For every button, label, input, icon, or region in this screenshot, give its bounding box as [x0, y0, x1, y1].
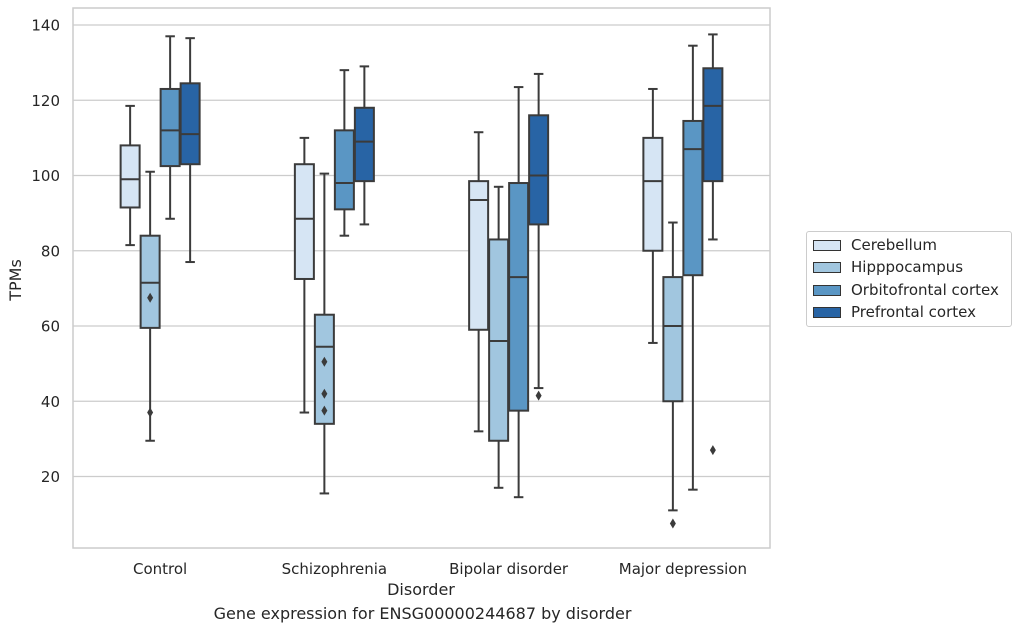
x-tick-label: Bipolar disorder [449, 560, 569, 578]
x-axis-label: Disorder [387, 580, 455, 599]
box-prefrontal-cortex-schizophrenia [353, 65, 375, 226]
box-orbitofrontal-cortex-bipolar-disorder [508, 86, 530, 499]
y-tick-label: 40 [41, 393, 60, 411]
outlier-point [321, 356, 328, 367]
x-tick-label: Control [133, 560, 187, 578]
box-iqr [508, 182, 530, 412]
outlier-point [321, 405, 328, 416]
outlier-point [669, 518, 676, 529]
legend-swatch-cerebellum [813, 239, 841, 251]
chart-caption: Gene expression for ENSG00000244687 by d… [213, 604, 632, 623]
y-tick-label: 140 [31, 17, 60, 35]
legend-label-orbitofrontal-cortex: Orbitofrontal cortex [851, 281, 999, 299]
outlier-point [709, 445, 716, 456]
box-iqr [119, 144, 141, 209]
legend-item-cerebellum: Cerebellum [813, 235, 937, 255]
outlier-point [535, 390, 542, 401]
box-iqr [468, 180, 490, 331]
box-orbitofrontal-cortex-control [159, 35, 181, 220]
legend-item-prefrontal-cortex: Prefrontal cortex [813, 302, 976, 322]
box-prefrontal-cortex-bipolar-disorder [528, 72, 550, 401]
legend-swatch-prefrontal-cortex [813, 306, 841, 318]
box-iqr [353, 106, 375, 183]
y-axis-label: TPMs [6, 259, 25, 302]
box-hipppocampus-control [139, 170, 161, 442]
y-tick-label: 100 [31, 167, 60, 185]
y-tick-label: 80 [41, 242, 60, 260]
box-prefrontal-cortex-control [179, 37, 201, 264]
legend: Cerebellum Hipppocampus Orbitofrontal co… [806, 231, 1012, 327]
legend-label-hippocampus: Hipppocampus [851, 258, 964, 276]
box-hipppocampus-major-depression [662, 221, 684, 529]
legend-item-orbitofrontal-cortex: Orbitofrontal cortex [813, 280, 999, 300]
x-tick-label: Schizophrenia [282, 560, 387, 578]
outlier-point [147, 407, 154, 418]
box-orbitofrontal-cortex-schizophrenia [333, 69, 355, 237]
box-cerebellum-major-depression [642, 87, 664, 344]
box-iqr [333, 129, 355, 211]
outlier-point [147, 292, 154, 303]
box-iqr [159, 87, 181, 168]
box-iqr [662, 276, 684, 403]
box-hipppocampus-schizophrenia [313, 172, 335, 495]
box-iqr [293, 163, 315, 280]
legend-swatch-hippocampus [813, 261, 841, 273]
y-tick-labels: 20 40 60 80 100 120 140 [31, 17, 60, 487]
legend-item-hippocampus: Hipppocampus [813, 257, 963, 277]
box-cerebellum-control [119, 104, 141, 247]
box-orbitofrontal-cortex-major-depression [682, 44, 704, 491]
legend-swatch-orbitofrontal-cortex [813, 284, 841, 296]
box-iqr [313, 313, 335, 425]
box-iqr [528, 114, 550, 226]
box-iqr [642, 136, 664, 252]
legend-label-cerebellum: Cerebellum [851, 236, 937, 254]
box-prefrontal-cortex-major-depression [702, 33, 724, 456]
y-tick-label: 120 [31, 92, 60, 110]
x-tick-label: Major depression [619, 560, 747, 578]
box-iqr [682, 119, 704, 277]
y-tick-label: 60 [41, 318, 60, 336]
legend-label-prefrontal-cortex: Prefrontal cortex [851, 303, 976, 321]
outlier-point [321, 388, 328, 399]
box-iqr [702, 67, 724, 183]
box-iqr [179, 82, 201, 166]
x-tick-labels: Control Schizophrenia Bipolar disorder Majo… [133, 560, 747, 578]
box-cerebellum-schizophrenia [293, 136, 315, 414]
box-plots [119, 33, 724, 529]
y-tick-label: 20 [41, 468, 60, 486]
